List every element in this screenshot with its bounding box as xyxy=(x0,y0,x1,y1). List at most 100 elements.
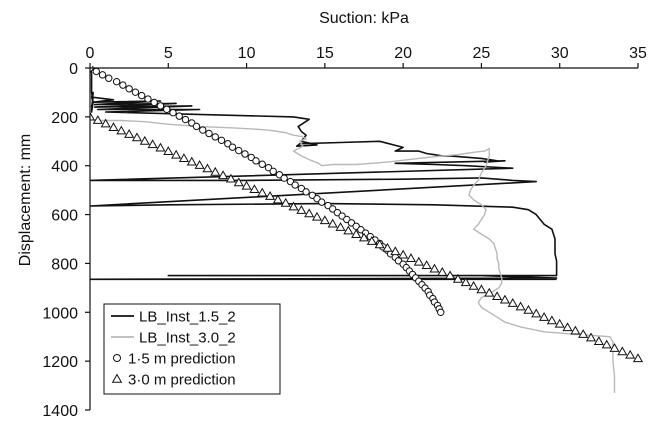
series-layer xyxy=(90,66,644,393)
legend-box xyxy=(103,303,281,395)
series-3-point-34 xyxy=(351,229,362,239)
series-3-point-33 xyxy=(343,225,354,235)
series-3-point-9 xyxy=(155,142,166,152)
axes-layer: 0 5 10 15 20 25 30 35 0 200 400 600 800 1000 1200 1400 xyxy=(42,45,647,420)
x-tick-label-0: 0 xyxy=(86,45,95,62)
series-3-point-15 xyxy=(202,163,213,173)
x-tick-label-2: 10 xyxy=(238,45,256,62)
series-2-point-1 xyxy=(92,67,100,76)
x-tick-label-3: 15 xyxy=(316,45,334,62)
series-3-point-30 xyxy=(319,215,330,225)
series-3-point-5 xyxy=(124,128,135,138)
series-3-point-12 xyxy=(178,153,190,163)
legend-swatch-3 xyxy=(111,373,123,383)
series-3-point-51 xyxy=(484,287,495,297)
series-3-point-19 xyxy=(233,177,244,187)
series-3-point-61 xyxy=(562,322,573,332)
series-2-point-13 xyxy=(169,109,177,117)
series-2-point-6 xyxy=(125,85,133,93)
series-2-point-24 xyxy=(235,146,243,155)
y-tick-label-4: 800 xyxy=(51,256,78,273)
x-axis-title: Suction: kPa xyxy=(319,10,409,27)
series-2-point-11 xyxy=(156,102,165,110)
series-3-point-13 xyxy=(186,156,197,166)
y-tick-label-0: 0 xyxy=(69,61,78,78)
series-3-point-63 xyxy=(578,329,589,338)
series-1 xyxy=(90,118,616,393)
series-2-point-3 xyxy=(105,74,113,82)
series-3-point-57 xyxy=(531,308,542,318)
series-2-point-32 xyxy=(280,174,288,182)
series-2-point-8 xyxy=(137,91,146,100)
series-3-point-11 xyxy=(171,149,182,159)
series-3-point-26 xyxy=(288,201,299,211)
series-3-point-55 xyxy=(515,301,526,311)
legend-item-0: LB_Inst_1.5_2 xyxy=(111,309,236,326)
series-2-point-4 xyxy=(112,77,121,86)
series-3-point-14 xyxy=(194,160,205,169)
series-3 xyxy=(90,111,644,363)
series-3-point-20 xyxy=(241,180,252,190)
legend-item-2: 1·5 m prediction xyxy=(113,351,236,368)
series-2-point-20 xyxy=(211,133,219,141)
series-2-point-36 xyxy=(302,188,310,196)
x-tick-label-4: 20 xyxy=(394,45,412,62)
series-2-point-2 xyxy=(98,71,107,79)
series-3-point-65 xyxy=(593,336,604,346)
series-2-point-71 xyxy=(437,308,445,316)
series-2-point-10 xyxy=(150,98,158,107)
series-3-point-31 xyxy=(327,218,338,228)
series-2-point-21 xyxy=(217,136,226,145)
series-3-point-49 xyxy=(468,280,479,290)
y-tick-label-7: 1400 xyxy=(42,403,78,420)
series-3-point-44 xyxy=(429,263,440,273)
series-3-point-59 xyxy=(546,315,557,325)
series-3-point-32 xyxy=(335,222,346,231)
series-3-point-56 xyxy=(523,304,534,314)
series-3-point-35 xyxy=(358,232,370,242)
series-3-point-4 xyxy=(116,125,127,135)
series-3-point-25 xyxy=(280,197,291,207)
series-3-point-17 xyxy=(218,170,229,180)
x-tick-label-5: 25 xyxy=(473,45,491,62)
y-tick-label-1: 200 xyxy=(51,110,78,127)
y-tick-label-6: 1200 xyxy=(42,354,78,371)
series-3-point-62 xyxy=(570,325,581,335)
series-line-0 xyxy=(90,67,558,281)
series-2 xyxy=(90,66,445,316)
series-3-point-64 xyxy=(585,332,597,342)
series-2-point-34 xyxy=(291,181,299,189)
legend: LB_Inst_1.5_2 LB_Inst_3.0_2 1·5 m predicti… xyxy=(103,303,281,395)
legend-label-2: 1·5 m prediction xyxy=(128,351,236,368)
series-3-point-66 xyxy=(601,339,612,349)
series-2-point-28 xyxy=(258,160,266,168)
series-2-point-9 xyxy=(144,95,152,103)
y-axis-title: Displacement: mm xyxy=(17,134,34,266)
series-3-point-21 xyxy=(249,184,260,194)
x-tick-label-6: 30 xyxy=(551,45,569,62)
series-3-point-42 xyxy=(413,256,424,266)
series-line-1 xyxy=(90,118,616,393)
series-2-point-23 xyxy=(228,143,237,151)
x-tick-label-1: 5 xyxy=(164,45,173,62)
series-3-point-1 xyxy=(92,115,103,124)
legend-swatch-2 xyxy=(113,354,121,362)
series-3-point-37 xyxy=(374,239,385,249)
series-3-point-28 xyxy=(304,208,315,218)
legend-label-3: 3·0 m prediction xyxy=(128,372,236,389)
series-2-point-19 xyxy=(205,129,213,138)
legend-label-1: LB_Inst_3.0_2 xyxy=(139,330,236,347)
series-3-point-46 xyxy=(445,270,456,280)
series-2-point-7 xyxy=(131,88,140,96)
series-3-point-70 xyxy=(632,353,644,363)
series-3-point-8 xyxy=(147,139,158,149)
series-3-point-53 xyxy=(499,294,510,304)
series-2-point-12 xyxy=(163,105,171,113)
series-3-point-47 xyxy=(452,273,464,283)
legend-item-1: LB_Inst_3.0_2 xyxy=(111,330,236,347)
y-tick-label-5: 1000 xyxy=(42,305,78,322)
series-2-point-5 xyxy=(119,81,127,89)
series-3-point-41 xyxy=(405,253,417,262)
series-3-point-7 xyxy=(139,135,150,145)
series-3-point-69 xyxy=(625,349,636,359)
